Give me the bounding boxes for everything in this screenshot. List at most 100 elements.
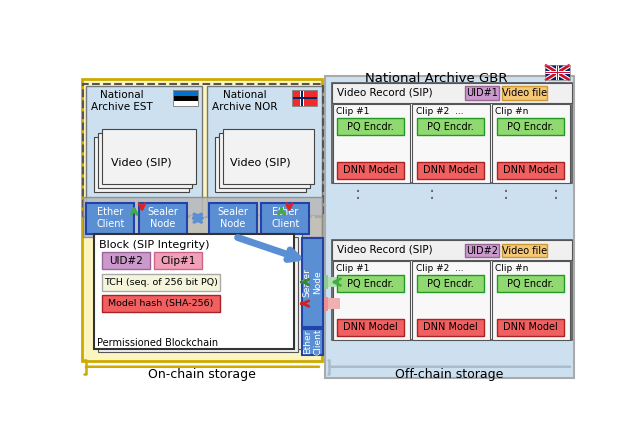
Bar	[332, 240, 572, 340]
Bar	[417, 319, 484, 336]
Bar	[173, 90, 198, 96]
Bar	[94, 137, 189, 192]
Text: Model hash (SHA-256): Model hash (SHA-256)	[108, 299, 213, 308]
Text: PQ Encdr.: PQ Encdr.	[348, 279, 394, 289]
Bar	[332, 83, 572, 183]
Bar	[337, 162, 404, 179]
Bar	[332, 83, 572, 103]
Text: Sealer
Node: Sealer Node	[217, 207, 248, 229]
Bar	[154, 252, 202, 269]
Bar	[83, 197, 322, 237]
Text: Clip #2  ...: Clip #2 ...	[415, 264, 463, 273]
Text: Video file: Video file	[502, 245, 547, 255]
Bar	[301, 238, 323, 327]
Bar	[223, 129, 314, 184]
Text: Ether
Client: Ether Client	[96, 207, 124, 229]
Bar	[219, 133, 310, 188]
Text: National Archive GBR: National Archive GBR	[365, 72, 508, 85]
Bar	[102, 129, 196, 184]
Bar	[337, 275, 404, 292]
Bar	[301, 276, 340, 287]
Bar	[417, 275, 484, 292]
Bar	[292, 96, 317, 99]
Bar	[545, 65, 570, 80]
Text: Ether
Client: Ether Client	[303, 329, 322, 356]
Bar	[502, 244, 547, 257]
Bar	[417, 162, 484, 179]
Bar	[173, 90, 198, 106]
Text: Video (SIP): Video (SIP)	[111, 158, 172, 168]
Bar	[207, 86, 322, 215]
Bar	[301, 329, 323, 355]
Bar	[301, 90, 303, 106]
Text: DNN Model: DNN Model	[503, 323, 557, 333]
Bar	[337, 319, 404, 336]
Bar	[557, 65, 558, 80]
Text: UID#1: UID#1	[467, 89, 498, 98]
Bar	[497, 319, 564, 336]
Bar	[300, 90, 303, 106]
Text: Video Record (SIP): Video Record (SIP)	[337, 245, 432, 255]
Bar	[545, 71, 570, 74]
Text: :: :	[503, 184, 509, 203]
Bar	[94, 234, 294, 349]
Bar	[292, 90, 317, 106]
Bar	[337, 118, 404, 135]
Bar	[173, 96, 198, 101]
Text: PQ Encdr.: PQ Encdr.	[507, 279, 554, 289]
Text: PQ Encdr.: PQ Encdr.	[507, 121, 554, 131]
Bar	[333, 261, 410, 340]
Bar	[417, 118, 484, 135]
Text: :: :	[429, 184, 435, 203]
Text: Video (SIP): Video (SIP)	[230, 158, 291, 168]
Text: National
Archive NOR: National Archive NOR	[212, 90, 277, 112]
Bar	[173, 101, 198, 106]
Text: PQ Encdr.: PQ Encdr.	[427, 121, 474, 131]
Bar	[497, 162, 564, 179]
Text: Clip #n: Clip #n	[495, 108, 529, 116]
Bar	[261, 203, 309, 234]
Text: PQ Encdr.: PQ Encdr.	[348, 121, 394, 131]
Bar	[301, 298, 340, 309]
Bar	[102, 234, 301, 349]
Text: Block (SIP Integrity): Block (SIP Integrity)	[99, 241, 209, 251]
Bar	[497, 275, 564, 292]
Bar	[465, 244, 499, 257]
Text: Clip #2  ...: Clip #2 ...	[415, 108, 463, 116]
Text: DNN Model: DNN Model	[503, 165, 557, 175]
Text: National
Archive EST: National Archive EST	[91, 90, 152, 112]
Bar	[412, 104, 490, 183]
Bar	[492, 104, 570, 183]
Bar	[497, 118, 564, 135]
Bar	[292, 97, 317, 98]
Bar	[556, 65, 559, 80]
Bar	[412, 261, 490, 340]
Text: DNN Model: DNN Model	[423, 323, 478, 333]
Text: Video file: Video file	[502, 89, 547, 98]
Bar	[102, 295, 220, 312]
Bar	[465, 86, 499, 100]
Text: Video Record (SIP): Video Record (SIP)	[337, 88, 432, 98]
Text: Off-chain storage: Off-chain storage	[396, 368, 504, 381]
Bar	[332, 240, 572, 260]
Text: TCH (seq. of 256 bit PQ): TCH (seq. of 256 bit PQ)	[104, 278, 218, 286]
Bar	[86, 86, 202, 215]
Text: On-chain storage: On-chain storage	[148, 368, 255, 381]
Text: Sealer
Node: Sealer Node	[147, 207, 179, 229]
Text: Ether
Client: Ether Client	[271, 207, 300, 229]
Text: Permissioned Blockchain: Permissioned Blockchain	[97, 338, 218, 348]
Bar	[502, 86, 547, 100]
Bar	[86, 203, 134, 234]
Bar	[139, 203, 187, 234]
Bar	[209, 203, 257, 234]
Text: PQ Encdr.: PQ Encdr.	[427, 279, 474, 289]
Text: DNN Model: DNN Model	[423, 165, 478, 175]
Bar	[325, 76, 575, 378]
Bar	[292, 90, 317, 106]
Text: :: :	[553, 184, 559, 203]
Text: UID#2: UID#2	[466, 245, 498, 255]
Bar	[81, 79, 322, 362]
Text: Clip #1: Clip #1	[336, 264, 369, 273]
Text: Sealer
Node: Sealer Node	[303, 268, 322, 297]
Text: :: :	[355, 184, 360, 203]
